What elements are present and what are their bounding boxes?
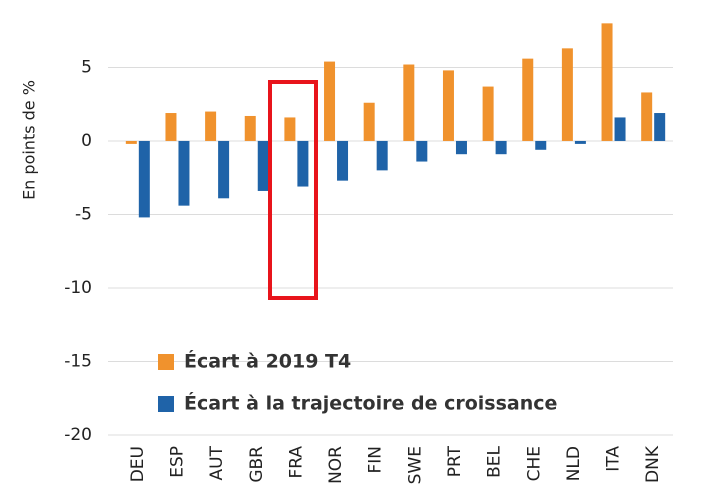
x-tick-label: FRA	[286, 446, 306, 479]
x-tick-label: NLD	[564, 446, 584, 481]
bar	[324, 61, 336, 141]
bar	[495, 140, 507, 155]
bar	[654, 113, 666, 141]
legend-swatch	[158, 396, 174, 412]
bar	[205, 111, 217, 141]
x-tick-label: SWE	[405, 446, 425, 484]
bar	[561, 48, 573, 141]
bar	[337, 140, 349, 181]
bar	[363, 102, 375, 141]
y-tick-label: 5	[81, 57, 92, 77]
bar	[244, 115, 256, 141]
bar	[138, 140, 150, 218]
bar	[455, 140, 467, 155]
bar	[482, 86, 494, 141]
bar	[574, 140, 586, 144]
bar	[442, 70, 454, 141]
y-tick-label: -5	[75, 204, 92, 224]
x-tick-label: FIN	[366, 446, 386, 474]
x-tick-label: PRT	[445, 445, 465, 477]
x-tick-label: BEL	[485, 445, 505, 477]
x-tick-label: CHE	[524, 446, 544, 481]
highlight-box	[268, 80, 318, 300]
x-tick-label: DNK	[643, 445, 663, 483]
bar	[165, 113, 177, 141]
y-tick-label: 0	[81, 131, 92, 151]
x-tick-label: NOR	[326, 446, 346, 484]
x-tick-label: AUT	[207, 445, 227, 480]
plot-area: -20 -15 -10 -5 0 5 DEU ESP AUT GBR FRA NOR FIN SWE PRT…	[64, 23, 673, 484]
legend-swatch	[158, 354, 174, 370]
bar	[614, 117, 626, 141]
y-tick-label: -15	[64, 351, 92, 371]
bar	[178, 140, 190, 206]
bar	[125, 140, 137, 144]
bar	[641, 92, 653, 141]
bar	[257, 140, 269, 191]
x-tick-label: DEU	[128, 446, 148, 482]
x-tick-label: GBR	[247, 446, 267, 483]
x-tick-label: ITA	[604, 446, 624, 472]
y-tick-label: -10	[64, 278, 92, 298]
bar	[535, 140, 547, 150]
bar	[403, 64, 415, 141]
bar	[297, 140, 309, 187]
y-tick-label: -20	[64, 425, 92, 445]
legend-label: Écart à la trajectoire de croissance	[184, 392, 557, 415]
bar	[522, 58, 534, 141]
bar	[284, 117, 296, 141]
x-tick-label: ESP	[167, 446, 187, 478]
bar	[416, 140, 428, 162]
bar	[376, 140, 388, 171]
bar	[218, 140, 230, 199]
bar	[601, 23, 613, 141]
legend-label: Écart à 2019 T4	[184, 350, 351, 373]
y-axis-label: En points de %	[20, 80, 39, 200]
